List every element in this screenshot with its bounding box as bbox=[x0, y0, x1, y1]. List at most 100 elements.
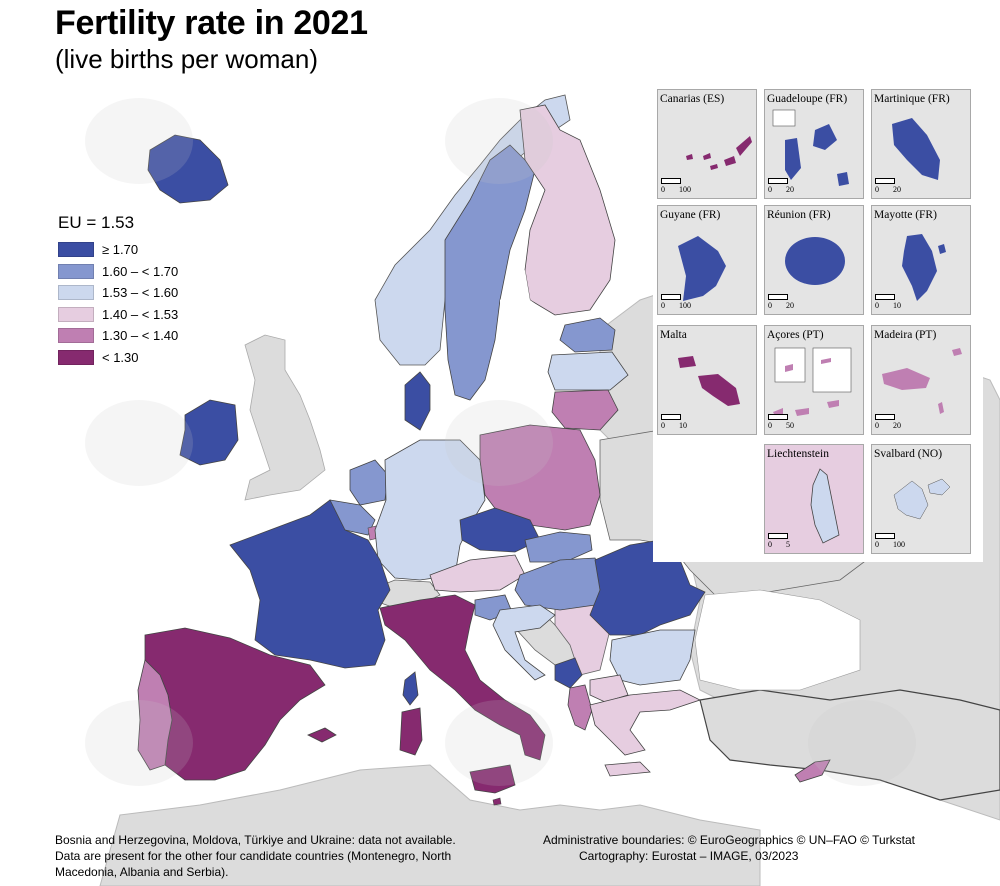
footer-credit-line: Cartography: Eurostat – IMAGE, 03/2023 bbox=[579, 849, 799, 863]
legend-swatch bbox=[58, 306, 94, 322]
island-corsica bbox=[402, 671, 419, 706]
legend-label: 1.30 – < 1.40 bbox=[102, 328, 179, 344]
scale-bar: 0 50 bbox=[768, 414, 808, 430]
inset-reunion: Réunion (FR) 0 20 bbox=[764, 205, 864, 315]
island-balearic bbox=[307, 727, 337, 743]
scale-bar: 0 20 bbox=[768, 178, 808, 194]
country-greece bbox=[589, 689, 702, 756]
inset-svalbard-map bbox=[893, 478, 951, 520]
country-montenegro bbox=[554, 657, 583, 689]
island-sicily bbox=[469, 764, 516, 794]
inset-label: Liechtenstein bbox=[767, 448, 829, 460]
inset-guyane-map bbox=[678, 236, 726, 301]
land-north-africa bbox=[99, 764, 761, 886]
watermark-logo bbox=[445, 400, 553, 486]
land-turkiye bbox=[699, 689, 1000, 801]
inset-label: Madeira (PT) bbox=[874, 329, 937, 341]
inset-label: Malta bbox=[660, 329, 687, 341]
country-finland bbox=[519, 104, 616, 316]
inset-svalbard: Svalbard (NO) 0 100 bbox=[871, 444, 971, 554]
legend-swatch bbox=[58, 263, 94, 279]
inset-label: Açores (PT) bbox=[767, 329, 824, 341]
legend-item: < 1.30 bbox=[58, 347, 178, 369]
country-iceland bbox=[147, 134, 229, 204]
watermark-logo bbox=[445, 700, 553, 786]
legend-item: 1.40 – < 1.53 bbox=[58, 304, 178, 326]
country-austria bbox=[429, 554, 526, 593]
country-slovakia bbox=[524, 531, 593, 563]
inset-label: Martinique (FR) bbox=[874, 93, 950, 105]
island-sardinia bbox=[399, 707, 423, 756]
inset-label: Canarias (ES) bbox=[660, 93, 725, 105]
inset-guadeloupe-map bbox=[772, 109, 849, 186]
country-croatia bbox=[492, 604, 556, 681]
legend-label: < 1.30 bbox=[102, 349, 139, 365]
scale-bar: 0 20 bbox=[768, 294, 808, 310]
watermark-logo bbox=[85, 98, 193, 184]
inset-label: Guyane (FR) bbox=[660, 209, 721, 221]
inset-label: Mayotte (FR) bbox=[874, 209, 937, 221]
inset-madeira: Madeira (PT) 0 20 bbox=[871, 325, 971, 435]
legend-label: 1.40 – < 1.53 bbox=[102, 306, 179, 322]
country-ireland bbox=[179, 399, 239, 466]
page-subtitle: (live births per woman) bbox=[55, 44, 318, 74]
inset-acores-map bbox=[773, 347, 852, 416]
legend-swatch bbox=[58, 349, 94, 365]
scale-bar: 0 10 bbox=[875, 294, 915, 310]
country-hungary bbox=[514, 557, 606, 611]
footer-note-line: Bosnia and Herzegovina, Moldova, Türkiye… bbox=[55, 833, 456, 847]
land-uk bbox=[244, 334, 326, 501]
country-albania bbox=[567, 684, 593, 731]
inset-mayotte-map bbox=[902, 234, 946, 301]
inset-malta: Malta 0 10 bbox=[657, 325, 757, 435]
legend: EU = 1.53 ≥ 1.70 1.60 – < 1.70 1.53 – < … bbox=[58, 213, 178, 368]
country-denmark bbox=[404, 371, 431, 431]
inset-guyane: Guyane (FR) 0 100 bbox=[657, 205, 757, 315]
scale-bar: 0 100 bbox=[661, 178, 705, 194]
inset-liechtenstein-map bbox=[810, 468, 840, 544]
country-malta-main bbox=[492, 797, 502, 806]
inset-acores: Açores (PT) 0 50 bbox=[764, 325, 864, 435]
footer-credit-line: Administrative boundaries: © EuroGeograp… bbox=[543, 833, 916, 847]
legend-label: 1.53 – < 1.60 bbox=[102, 285, 179, 301]
country-germany bbox=[374, 439, 486, 581]
country-poland bbox=[479, 424, 601, 531]
watermark-logo bbox=[85, 400, 193, 486]
inset-martinique: Martinique (FR) 0 20 bbox=[871, 89, 971, 199]
watermark-logo bbox=[85, 700, 193, 786]
inset-martinique-map bbox=[892, 118, 940, 180]
black-sea bbox=[694, 589, 861, 691]
country-lithuania bbox=[551, 389, 619, 431]
island-crete bbox=[604, 761, 651, 777]
country-estonia bbox=[559, 317, 616, 353]
scale-bar: 0 10 bbox=[661, 414, 701, 430]
scale-bar: 0 100 bbox=[661, 294, 705, 310]
watermark-logo bbox=[808, 700, 916, 786]
country-bulgaria bbox=[609, 629, 696, 686]
country-france bbox=[229, 499, 391, 669]
country-italy bbox=[379, 594, 546, 761]
legend-item: 1.30 – < 1.40 bbox=[58, 325, 178, 347]
footer-note-line: Data are present for the other four cand… bbox=[55, 849, 452, 863]
legend-item: ≥ 1.70 bbox=[58, 239, 178, 261]
inset-reunion-map bbox=[785, 237, 845, 285]
baltic-sea bbox=[500, 270, 555, 400]
country-netherlands bbox=[349, 459, 389, 506]
legend-swatch bbox=[58, 328, 94, 344]
inset-mayotte: Mayotte (FR) 0 10 bbox=[871, 205, 971, 315]
legend-label: 1.60 – < 1.70 bbox=[102, 263, 179, 279]
inset-label: Guadeloupe (FR) bbox=[767, 93, 848, 105]
inset-canarias-map bbox=[686, 136, 752, 170]
legend-label: ≥ 1.70 bbox=[102, 242, 139, 258]
inset-malta-map bbox=[678, 356, 740, 406]
legend-swatch bbox=[58, 242, 94, 258]
inset-guadeloupe: Guadeloupe (FR) 0 20 bbox=[764, 89, 864, 199]
inset-canarias: Canarias (ES) 0 100 bbox=[657, 89, 757, 199]
page-title: Fertility rate in 2021 bbox=[55, 4, 368, 42]
watermark-logo bbox=[445, 98, 553, 184]
scale-bar: 0 20 bbox=[875, 178, 915, 194]
inset-label: Svalbard (NO) bbox=[874, 448, 943, 460]
inset-label: Réunion (FR) bbox=[767, 209, 831, 221]
